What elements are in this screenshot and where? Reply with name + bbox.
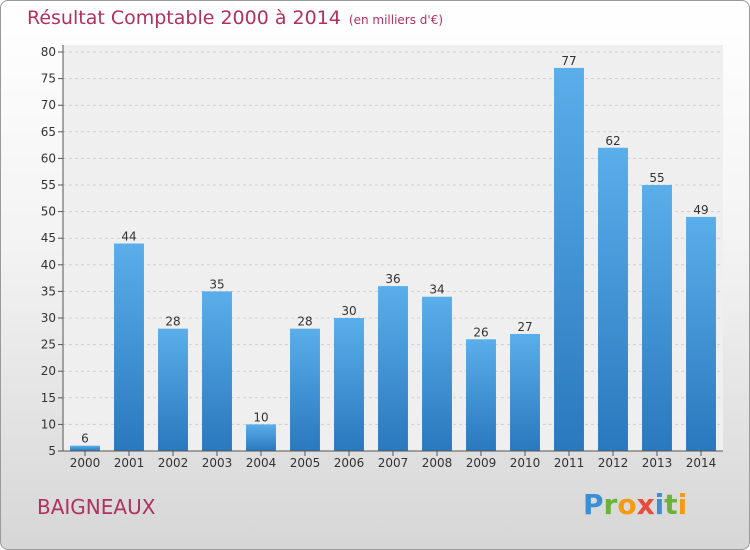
y-tick-label: 60: [41, 151, 56, 165]
x-tick-label: 2009: [466, 456, 497, 470]
bar-value-label: 6: [81, 432, 89, 446]
logo-letter: x: [636, 488, 655, 521]
bar: [158, 328, 188, 451]
y-tick-label: 30: [41, 311, 56, 325]
bar: [70, 445, 100, 451]
logo-letter: P: [583, 488, 604, 521]
bar-value-label: 36: [385, 272, 400, 286]
logo-letter: r: [603, 488, 618, 521]
bar: [246, 424, 276, 451]
bar-value-label: 49: [693, 203, 708, 217]
title-text: Résultat Comptable 2000 à 2014: [27, 7, 341, 29]
y-tick-label: 25: [41, 338, 56, 352]
bar: [422, 296, 452, 451]
bar-value-label: 34: [429, 283, 444, 297]
x-tick-label: 2013: [642, 456, 673, 470]
logo-letter: o: [617, 488, 637, 521]
y-tick-label: 65: [41, 125, 56, 139]
y-tick-label: 70: [41, 98, 56, 112]
x-tick-label: 2005: [290, 456, 321, 470]
y-tick-label: 45: [41, 231, 56, 245]
x-tick-label: 2011: [554, 456, 585, 470]
bar: [114, 243, 144, 451]
y-tick-label: 5: [48, 444, 56, 458]
y-tick-label: 75: [41, 72, 56, 86]
bar: [290, 328, 320, 451]
bars: 6 44 28 35 10 28 30 36 34 26 27 77 62 55 49: [70, 54, 716, 452]
chart-title: Résultat Comptable 2000 à 2014 (en millie…: [27, 7, 443, 29]
bar-value-label: 44: [121, 230, 136, 244]
x-tick-label: 2000: [70, 456, 101, 470]
bar: [510, 333, 540, 451]
x-tick-label: 2006: [334, 456, 365, 470]
bar: [642, 185, 672, 451]
chart-subtitle: (en milliers d'€): [348, 13, 444, 27]
bar-value-label: 30: [341, 304, 356, 318]
x-tick-label: 2002: [158, 456, 189, 470]
y-tick-label: 20: [41, 364, 56, 378]
bar-value-label: 10: [253, 410, 268, 424]
bar-value-label: 77: [561, 54, 576, 68]
x-tick-label: 2010: [510, 456, 541, 470]
bar-value-label: 27: [517, 320, 532, 334]
city-name: BAIGNEAUX: [37, 495, 156, 519]
x-tick-label: 2004: [246, 456, 277, 470]
bar: [334, 318, 364, 451]
bar: [466, 339, 496, 451]
bar-value-label: 28: [165, 315, 180, 329]
logo-letter: i: [677, 488, 688, 521]
bar-value-label: 62: [605, 134, 620, 148]
y-tick-label: 80: [41, 45, 56, 59]
x-tick-label: 2008: [422, 456, 453, 470]
y-tick-label: 50: [41, 205, 56, 219]
bar: [554, 67, 584, 452]
y-tick-label: 15: [41, 391, 56, 405]
logo-letter: i: [654, 488, 665, 521]
y-tick-label: 40: [41, 258, 56, 272]
bar: [202, 291, 232, 451]
logo-letter: t: [664, 488, 678, 521]
x-tick-label: 2003: [202, 456, 233, 470]
y-tick-label: 10: [41, 417, 56, 431]
bar-value-label: 35: [209, 277, 224, 291]
bar: [598, 147, 628, 451]
x-tick-label: 2001: [114, 456, 145, 470]
y-tick-label: 55: [41, 178, 56, 192]
bar: [686, 216, 716, 451]
x-tick-label: 2014: [686, 456, 717, 470]
bar-value-label: 26: [473, 325, 488, 339]
bar-value-label: 28: [297, 315, 312, 329]
x-tick-label: 2012: [598, 456, 629, 470]
proxiti-logo: Proxiti: [583, 488, 687, 521]
x-axis: 2000 2001 2002 2003 2004 2005 2006 2007 2008 2009…: [63, 450, 723, 470]
x-tick-label: 2007: [378, 456, 409, 470]
y-tick-label: 35: [41, 284, 56, 298]
bar-value-label: 55: [649, 171, 664, 185]
bar: [378, 286, 408, 451]
y-axis: 5 10 15 20 25 30 35 40 45 50 55 60 65 70 75 80: [41, 45, 64, 458]
